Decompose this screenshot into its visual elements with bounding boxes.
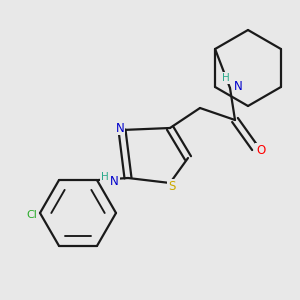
Text: S: S	[168, 179, 176, 193]
Text: O: O	[256, 143, 266, 157]
Text: H: H	[100, 172, 108, 182]
Text: Cl: Cl	[27, 210, 38, 220]
Text: N: N	[234, 80, 242, 92]
Text: H: H	[222, 73, 230, 83]
Text: N: N	[110, 175, 119, 188]
Text: N: N	[116, 122, 124, 134]
